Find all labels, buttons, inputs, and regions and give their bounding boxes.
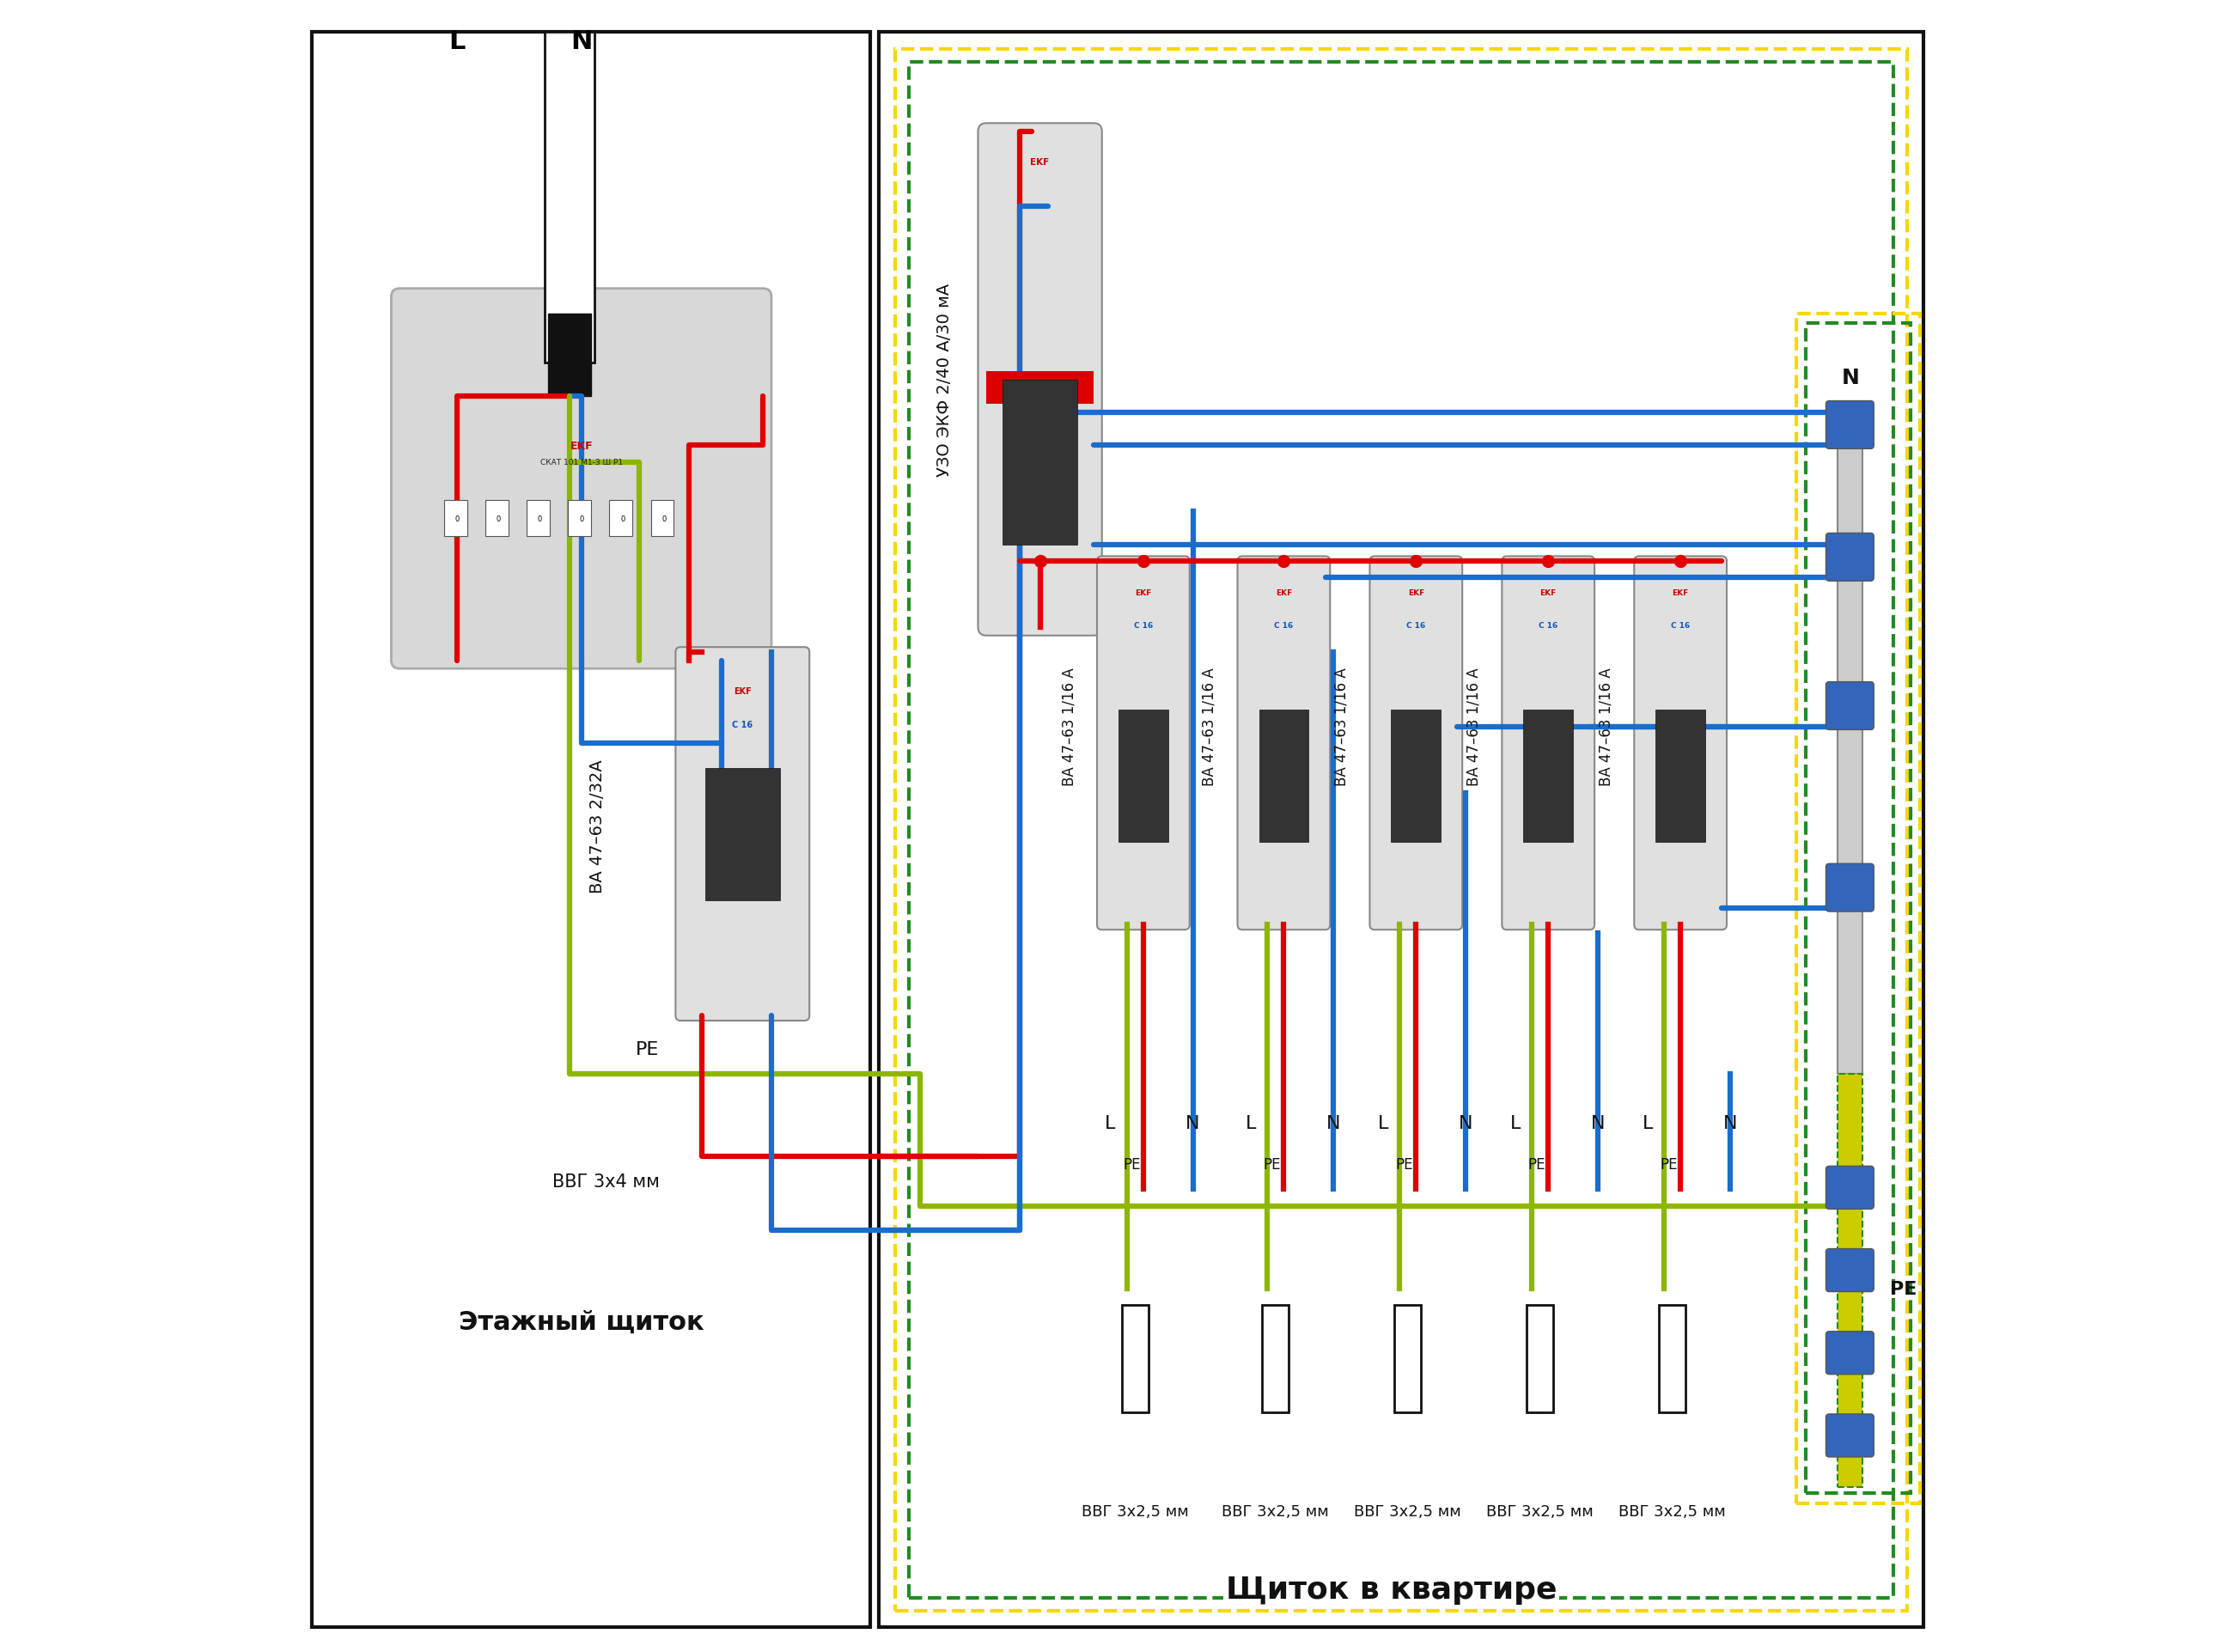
Text: PE: PE — [1264, 1156, 1282, 1173]
Bar — [1660, 1305, 1684, 1412]
Text: ВВГ 3х2,5 мм: ВВГ 3х2,5 мм — [1221, 1503, 1329, 1520]
Text: EKF: EKF — [1673, 588, 1689, 596]
Text: 0: 0 — [579, 515, 584, 522]
Text: L: L — [1510, 1115, 1521, 1132]
Text: PE: PE — [1890, 1280, 1917, 1297]
Bar — [1394, 1305, 1420, 1412]
Bar — [1121, 1305, 1148, 1412]
FancyBboxPatch shape — [1369, 557, 1463, 930]
Text: PE: PE — [1123, 1156, 1141, 1173]
FancyBboxPatch shape — [1635, 557, 1727, 930]
FancyBboxPatch shape — [676, 648, 810, 1021]
Text: Щиток в квартире: Щиток в квартире — [1226, 1574, 1557, 1604]
Bar — [705, 768, 781, 900]
FancyBboxPatch shape — [1825, 864, 1875, 912]
Text: C 16: C 16 — [1275, 621, 1293, 629]
Bar — [1523, 710, 1573, 843]
Text: СКАТ 101 М1-3 Ш Р1: СКАТ 101 М1-3 Ш Р1 — [539, 459, 622, 466]
Text: ВА 47–63 2/32А: ВА 47–63 2/32А — [591, 760, 606, 892]
Text: 0: 0 — [454, 515, 459, 522]
Text: N: N — [1327, 1115, 1340, 1132]
Bar — [1002, 380, 1078, 545]
Text: C 16: C 16 — [1134, 621, 1152, 629]
FancyBboxPatch shape — [1825, 1414, 1875, 1457]
FancyBboxPatch shape — [391, 289, 772, 669]
Bar — [1259, 710, 1309, 843]
Text: ВВГ 3х4 мм: ВВГ 3х4 мм — [553, 1173, 660, 1189]
Text: ВА 47–63 1/16 А: ВА 47–63 1/16 А — [1333, 667, 1349, 786]
Bar — [1526, 1305, 1552, 1412]
Bar — [445, 501, 468, 537]
Text: L: L — [1378, 1115, 1389, 1132]
Text: ВА 47–63 1/16 А: ВА 47–63 1/16 А — [1465, 667, 1481, 786]
FancyBboxPatch shape — [1825, 1332, 1875, 1374]
Text: EKF: EKF — [1134, 588, 1152, 596]
Text: ВА 47–63 1/16 А: ВА 47–63 1/16 А — [1599, 667, 1613, 786]
Text: УЗО ЭКФ 2/40 А/30 мА: УЗО ЭКФ 2/40 А/30 мА — [937, 282, 953, 477]
Text: 0: 0 — [620, 515, 624, 522]
FancyBboxPatch shape — [1825, 1166, 1875, 1209]
FancyBboxPatch shape — [1096, 557, 1190, 930]
Text: N: N — [1591, 1115, 1604, 1132]
Text: EKF: EKF — [1275, 588, 1293, 596]
Text: PE: PE — [635, 1041, 660, 1057]
Bar — [485, 501, 508, 537]
Bar — [1837, 413, 1861, 1074]
Text: PE: PE — [1396, 1156, 1414, 1173]
Text: C 16: C 16 — [1407, 621, 1425, 629]
Bar — [568, 501, 591, 537]
Text: L: L — [450, 28, 465, 55]
Text: ВА 47–63 1/16 А: ВА 47–63 1/16 А — [1060, 667, 1076, 786]
Text: PE: PE — [1528, 1156, 1546, 1173]
Text: EKF: EKF — [1539, 588, 1557, 596]
FancyBboxPatch shape — [1501, 557, 1595, 930]
FancyBboxPatch shape — [311, 33, 870, 1627]
FancyBboxPatch shape — [978, 124, 1103, 636]
Text: C 16: C 16 — [1671, 621, 1689, 629]
Text: EKF: EKF — [1031, 159, 1049, 167]
Bar — [987, 372, 1094, 405]
Text: PE: PE — [1660, 1156, 1678, 1173]
Text: ВВГ 3х2,5 мм: ВВГ 3х2,5 мм — [1485, 1503, 1593, 1520]
Bar — [608, 501, 633, 537]
Text: EKF: EKF — [570, 441, 593, 451]
Text: N: N — [1459, 1115, 1472, 1132]
Text: 0: 0 — [662, 515, 667, 522]
FancyBboxPatch shape — [1825, 1249, 1875, 1292]
Bar — [1655, 710, 1705, 843]
Text: ВВГ 3х2,5 мм: ВВГ 3х2,5 мм — [1353, 1503, 1461, 1520]
Text: N: N — [1722, 1115, 1738, 1132]
Bar — [1118, 710, 1168, 843]
Bar — [651, 501, 673, 537]
Text: N: N — [1186, 1115, 1199, 1132]
Text: ВВГ 3х2,5 мм: ВВГ 3х2,5 мм — [1620, 1503, 1725, 1520]
Text: Этажный щиток: Этажный щиток — [459, 1308, 705, 1335]
FancyBboxPatch shape — [879, 33, 1924, 1627]
Text: Этажный щиток: Этажный щиток — [459, 1308, 705, 1335]
FancyBboxPatch shape — [1825, 682, 1875, 730]
FancyBboxPatch shape — [1237, 557, 1331, 930]
Text: N: N — [1841, 368, 1859, 388]
Bar — [526, 501, 550, 537]
Bar — [1391, 710, 1441, 843]
FancyBboxPatch shape — [1825, 401, 1875, 449]
Text: C 16: C 16 — [1539, 621, 1557, 629]
Text: L: L — [1246, 1115, 1255, 1132]
Text: EKF: EKF — [734, 687, 752, 695]
Bar — [546, 33, 595, 363]
Bar — [548, 314, 591, 396]
Bar — [1837, 1074, 1861, 1487]
Text: L: L — [1642, 1115, 1653, 1132]
Text: Щиток в квартире: Щиток в квартире — [1226, 1574, 1557, 1604]
Text: L: L — [1105, 1115, 1116, 1132]
Text: ВА 47–63 1/16 А: ВА 47–63 1/16 А — [1201, 667, 1217, 786]
Text: 0: 0 — [537, 515, 541, 522]
Bar — [1262, 1305, 1289, 1412]
Text: N: N — [570, 28, 593, 55]
Text: C 16: C 16 — [731, 720, 754, 729]
Text: 0: 0 — [497, 515, 501, 522]
FancyBboxPatch shape — [1825, 534, 1875, 582]
Text: EKF: EKF — [1407, 588, 1425, 596]
Text: ВВГ 3х2,5 мм: ВВГ 3х2,5 мм — [1080, 1503, 1188, 1520]
